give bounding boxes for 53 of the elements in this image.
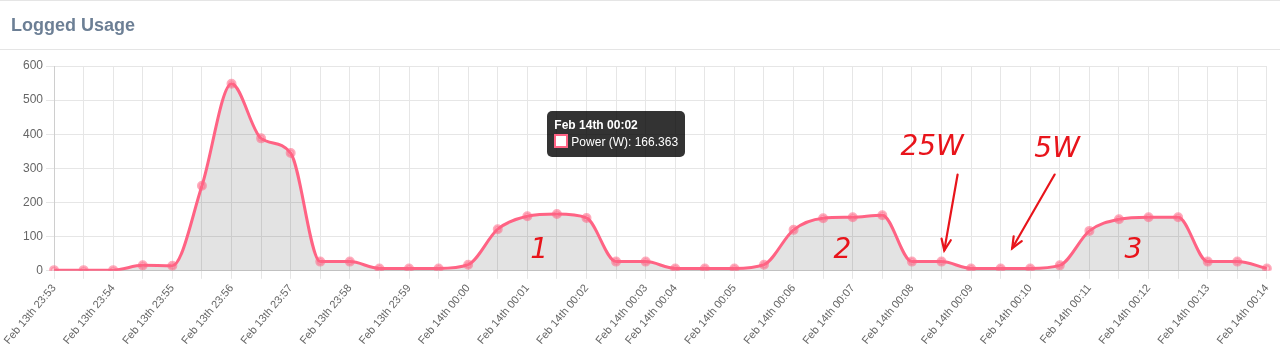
point <box>1084 225 1095 236</box>
point <box>818 213 829 224</box>
point <box>315 256 326 267</box>
y-tick-label: 600 <box>22 58 44 73</box>
point <box>1025 263 1036 271</box>
annotation: 3 <box>1124 231 1143 265</box>
point <box>522 211 533 222</box>
point <box>374 263 385 271</box>
point <box>729 263 740 271</box>
point <box>1173 212 1184 223</box>
y-tick-label: 200 <box>22 194 44 209</box>
annotation: 1 <box>530 231 549 265</box>
point <box>285 148 296 159</box>
point <box>936 256 947 267</box>
point <box>492 224 503 235</box>
y-tick-label: 0 <box>36 263 44 278</box>
point <box>611 256 622 267</box>
annotation: Feb 14th 00:02 Power (W): 166.363 <box>554 117 679 150</box>
point <box>551 209 562 220</box>
y-tick-label: 400 <box>22 126 44 141</box>
point <box>847 212 858 223</box>
annotation: 5W <box>1034 131 1082 165</box>
point <box>788 224 799 235</box>
point <box>196 180 207 191</box>
point <box>1143 212 1154 223</box>
y-tick-label: 300 <box>22 160 44 175</box>
point <box>670 263 681 271</box>
point <box>966 263 977 271</box>
point <box>640 256 651 267</box>
annotation: 2 <box>833 231 852 265</box>
point <box>906 256 917 267</box>
point <box>167 260 178 271</box>
y-tick-label: 500 <box>22 92 44 107</box>
point <box>404 263 415 271</box>
point <box>344 256 355 267</box>
point <box>877 210 888 221</box>
point <box>1054 260 1065 271</box>
point <box>581 212 592 223</box>
point <box>256 133 267 144</box>
point <box>1261 263 1272 271</box>
annotation: 25W <box>900 129 966 163</box>
point <box>433 263 444 271</box>
point <box>699 263 710 271</box>
point <box>1202 256 1213 267</box>
point <box>1232 256 1243 267</box>
point <box>137 260 148 271</box>
point <box>226 78 237 89</box>
point <box>1113 214 1124 225</box>
point <box>463 259 474 270</box>
point <box>995 263 1006 271</box>
point <box>758 259 769 270</box>
chart-title: Logged Usage <box>11 14 136 36</box>
y-tick-label: 100 <box>22 229 44 243</box>
